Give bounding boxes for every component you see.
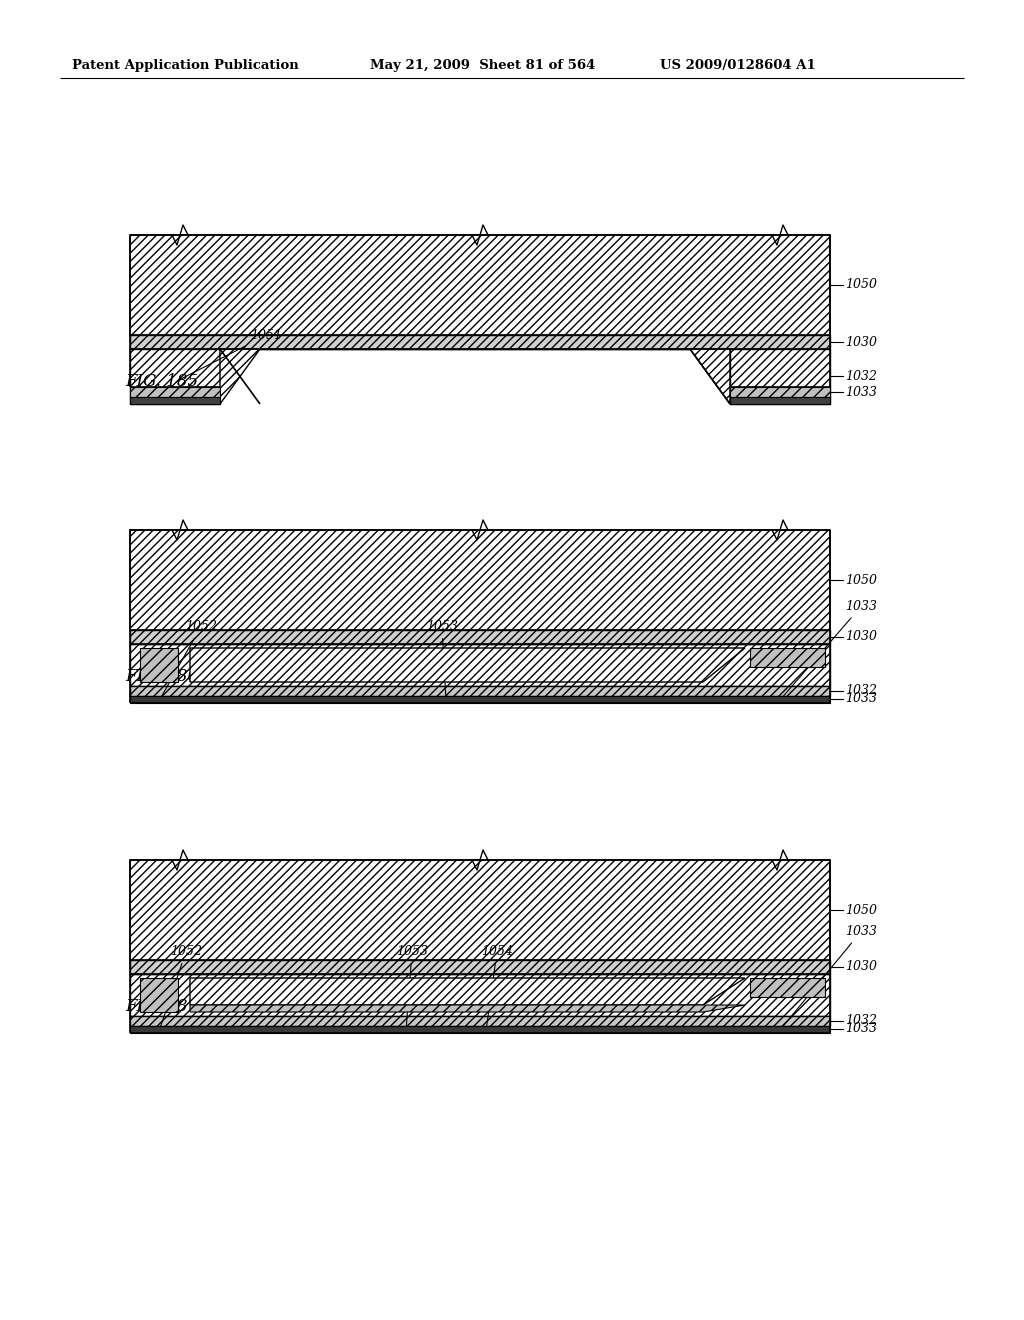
- Text: 1032: 1032: [845, 1015, 877, 1027]
- Polygon shape: [690, 348, 730, 404]
- Text: 1030: 1030: [845, 631, 877, 644]
- Bar: [730, 387, 830, 397]
- Text: May 21, 2009  Sheet 81 of 564: May 21, 2009 Sheet 81 of 564: [370, 58, 595, 71]
- Text: FIG. 185: FIG. 185: [125, 374, 198, 389]
- Bar: [130, 686, 830, 696]
- Bar: [130, 861, 830, 960]
- Text: 1050: 1050: [845, 279, 877, 292]
- Text: 1033: 1033: [845, 1023, 877, 1035]
- Text: US 2009/0128604 A1: US 2009/0128604 A1: [660, 58, 816, 71]
- Text: 1052: 1052: [161, 620, 217, 698]
- Text: 1032: 1032: [845, 685, 877, 697]
- Bar: [130, 1026, 830, 1034]
- Bar: [140, 648, 178, 682]
- Bar: [130, 397, 220, 404]
- Bar: [130, 348, 220, 404]
- Text: 1053: 1053: [396, 945, 428, 1028]
- Text: 1033: 1033: [845, 385, 877, 399]
- Text: 1051: 1051: [177, 329, 282, 380]
- Text: 1050: 1050: [845, 903, 877, 916]
- Polygon shape: [220, 348, 260, 404]
- Bar: [750, 978, 825, 997]
- Bar: [130, 335, 830, 348]
- Text: 1033: 1033: [781, 925, 877, 1028]
- Text: 1033: 1033: [845, 693, 877, 705]
- Bar: [730, 397, 830, 404]
- Bar: [130, 235, 830, 335]
- Text: FIG. 187: FIG. 187: [125, 998, 198, 1015]
- Text: 1054: 1054: [481, 945, 513, 1028]
- Text: 1030: 1030: [845, 961, 877, 974]
- Bar: [130, 696, 830, 704]
- Bar: [130, 531, 830, 630]
- Bar: [130, 974, 830, 1016]
- Text: 1030: 1030: [845, 335, 877, 348]
- Text: 1053: 1053: [426, 620, 458, 698]
- Text: 1032: 1032: [845, 370, 877, 383]
- Text: 1052: 1052: [160, 945, 202, 1028]
- Bar: [130, 960, 830, 974]
- Text: Patent Application Publication: Patent Application Publication: [72, 58, 299, 71]
- Polygon shape: [190, 978, 745, 1005]
- Polygon shape: [190, 1005, 745, 1012]
- Bar: [130, 630, 830, 644]
- Text: FIG. 186: FIG. 186: [125, 668, 198, 685]
- Bar: [130, 1016, 830, 1026]
- Bar: [730, 348, 830, 404]
- Text: 1033: 1033: [781, 601, 877, 698]
- Polygon shape: [190, 648, 745, 682]
- Bar: [750, 648, 825, 667]
- Bar: [140, 978, 178, 1012]
- Text: 1050: 1050: [845, 573, 877, 586]
- Bar: [130, 387, 220, 397]
- Bar: [130, 644, 830, 686]
